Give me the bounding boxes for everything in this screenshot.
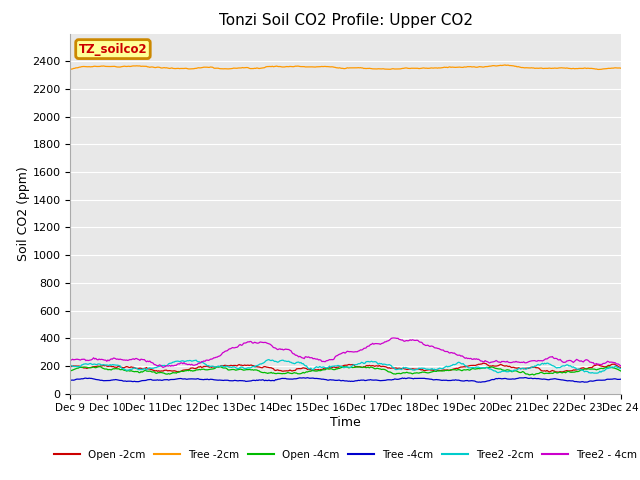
Open -4cm: [606, 364, 614, 370]
Open -4cm: [340, 364, 348, 370]
Tree2 - 4cm: [159, 364, 167, 370]
Open -2cm: [480, 360, 488, 366]
Tree2 -2cm: [265, 357, 273, 362]
Tree2 -2cm: [329, 363, 337, 369]
Open -4cm: [328, 366, 335, 372]
Tree2 - 4cm: [617, 363, 625, 369]
Tree2 -2cm: [332, 363, 340, 369]
Title: Tonzi Soil CO2 Profile: Upper CO2: Tonzi Soil CO2 Profile: Upper CO2: [219, 13, 472, 28]
Open -2cm: [394, 366, 402, 372]
Tree -2cm: [595, 67, 603, 72]
X-axis label: Time: Time: [330, 416, 361, 429]
Open -4cm: [332, 367, 339, 372]
Tree2 -2cm: [365, 359, 373, 365]
Open -2cm: [328, 365, 335, 371]
Text: TZ_soilco2: TZ_soilco2: [79, 43, 147, 56]
Line: Tree2 - 4cm: Tree2 - 4cm: [70, 338, 621, 367]
Legend: Open -2cm, Tree -2cm, Open -4cm, Tree -4cm, Tree2 -2cm, Tree2 - 4cm: Open -2cm, Tree -2cm, Open -4cm, Tree -4…: [50, 445, 640, 464]
Tree2 - 4cm: [365, 343, 373, 349]
Tree -4cm: [477, 379, 484, 385]
Tree2 -2cm: [593, 370, 600, 376]
Tree -4cm: [394, 376, 402, 382]
Tree2 - 4cm: [520, 359, 527, 365]
Tree -2cm: [332, 64, 339, 70]
Open -4cm: [519, 369, 527, 374]
Tree -2cm: [519, 65, 527, 71]
Tree -4cm: [617, 376, 625, 382]
Tree -2cm: [617, 65, 625, 71]
Tree2 -2cm: [67, 362, 74, 368]
Open -2cm: [332, 365, 339, 371]
Tree2 - 4cm: [329, 357, 337, 362]
Line: Tree -2cm: Tree -2cm: [70, 65, 621, 70]
Tree -2cm: [501, 62, 509, 68]
Tree2 - 4cm: [67, 357, 74, 363]
Tree2 - 4cm: [332, 353, 340, 359]
Line: Tree2 -2cm: Tree2 -2cm: [70, 360, 621, 373]
Tree -2cm: [364, 66, 372, 72]
Open -4cm: [525, 372, 533, 378]
Tree -4cm: [364, 377, 372, 383]
Line: Open -4cm: Open -4cm: [70, 367, 621, 375]
Tree -4cm: [519, 375, 527, 381]
Open -4cm: [67, 368, 74, 374]
Line: Open -2cm: Open -2cm: [70, 363, 621, 372]
Tree -2cm: [394, 66, 402, 72]
Tree -2cm: [328, 64, 335, 70]
Open -2cm: [606, 363, 614, 369]
Tree2 -2cm: [519, 366, 527, 372]
Tree -2cm: [67, 67, 74, 72]
Open -2cm: [519, 365, 527, 371]
Tree -4cm: [521, 375, 529, 381]
Open -2cm: [617, 364, 625, 370]
Tree2 - 4cm: [390, 335, 397, 341]
Tree -4cm: [606, 376, 614, 382]
Open -2cm: [364, 363, 372, 369]
Tree2 - 4cm: [606, 360, 614, 365]
Open -2cm: [67, 363, 74, 369]
Tree -2cm: [606, 65, 614, 71]
Open -4cm: [396, 371, 403, 376]
Open -4cm: [617, 368, 625, 374]
Tree2 -2cm: [606, 365, 614, 371]
Tree -4cm: [332, 377, 339, 383]
Open -2cm: [554, 369, 562, 375]
Tree -4cm: [67, 377, 74, 383]
Tree2 - 4cm: [396, 336, 404, 342]
Tree -4cm: [328, 377, 335, 383]
Open -4cm: [365, 365, 373, 371]
Tree2 -2cm: [396, 366, 403, 372]
Line: Tree -4cm: Tree -4cm: [70, 378, 621, 382]
Tree2 -2cm: [617, 366, 625, 372]
Y-axis label: Soil CO2 (ppm): Soil CO2 (ppm): [17, 166, 29, 261]
